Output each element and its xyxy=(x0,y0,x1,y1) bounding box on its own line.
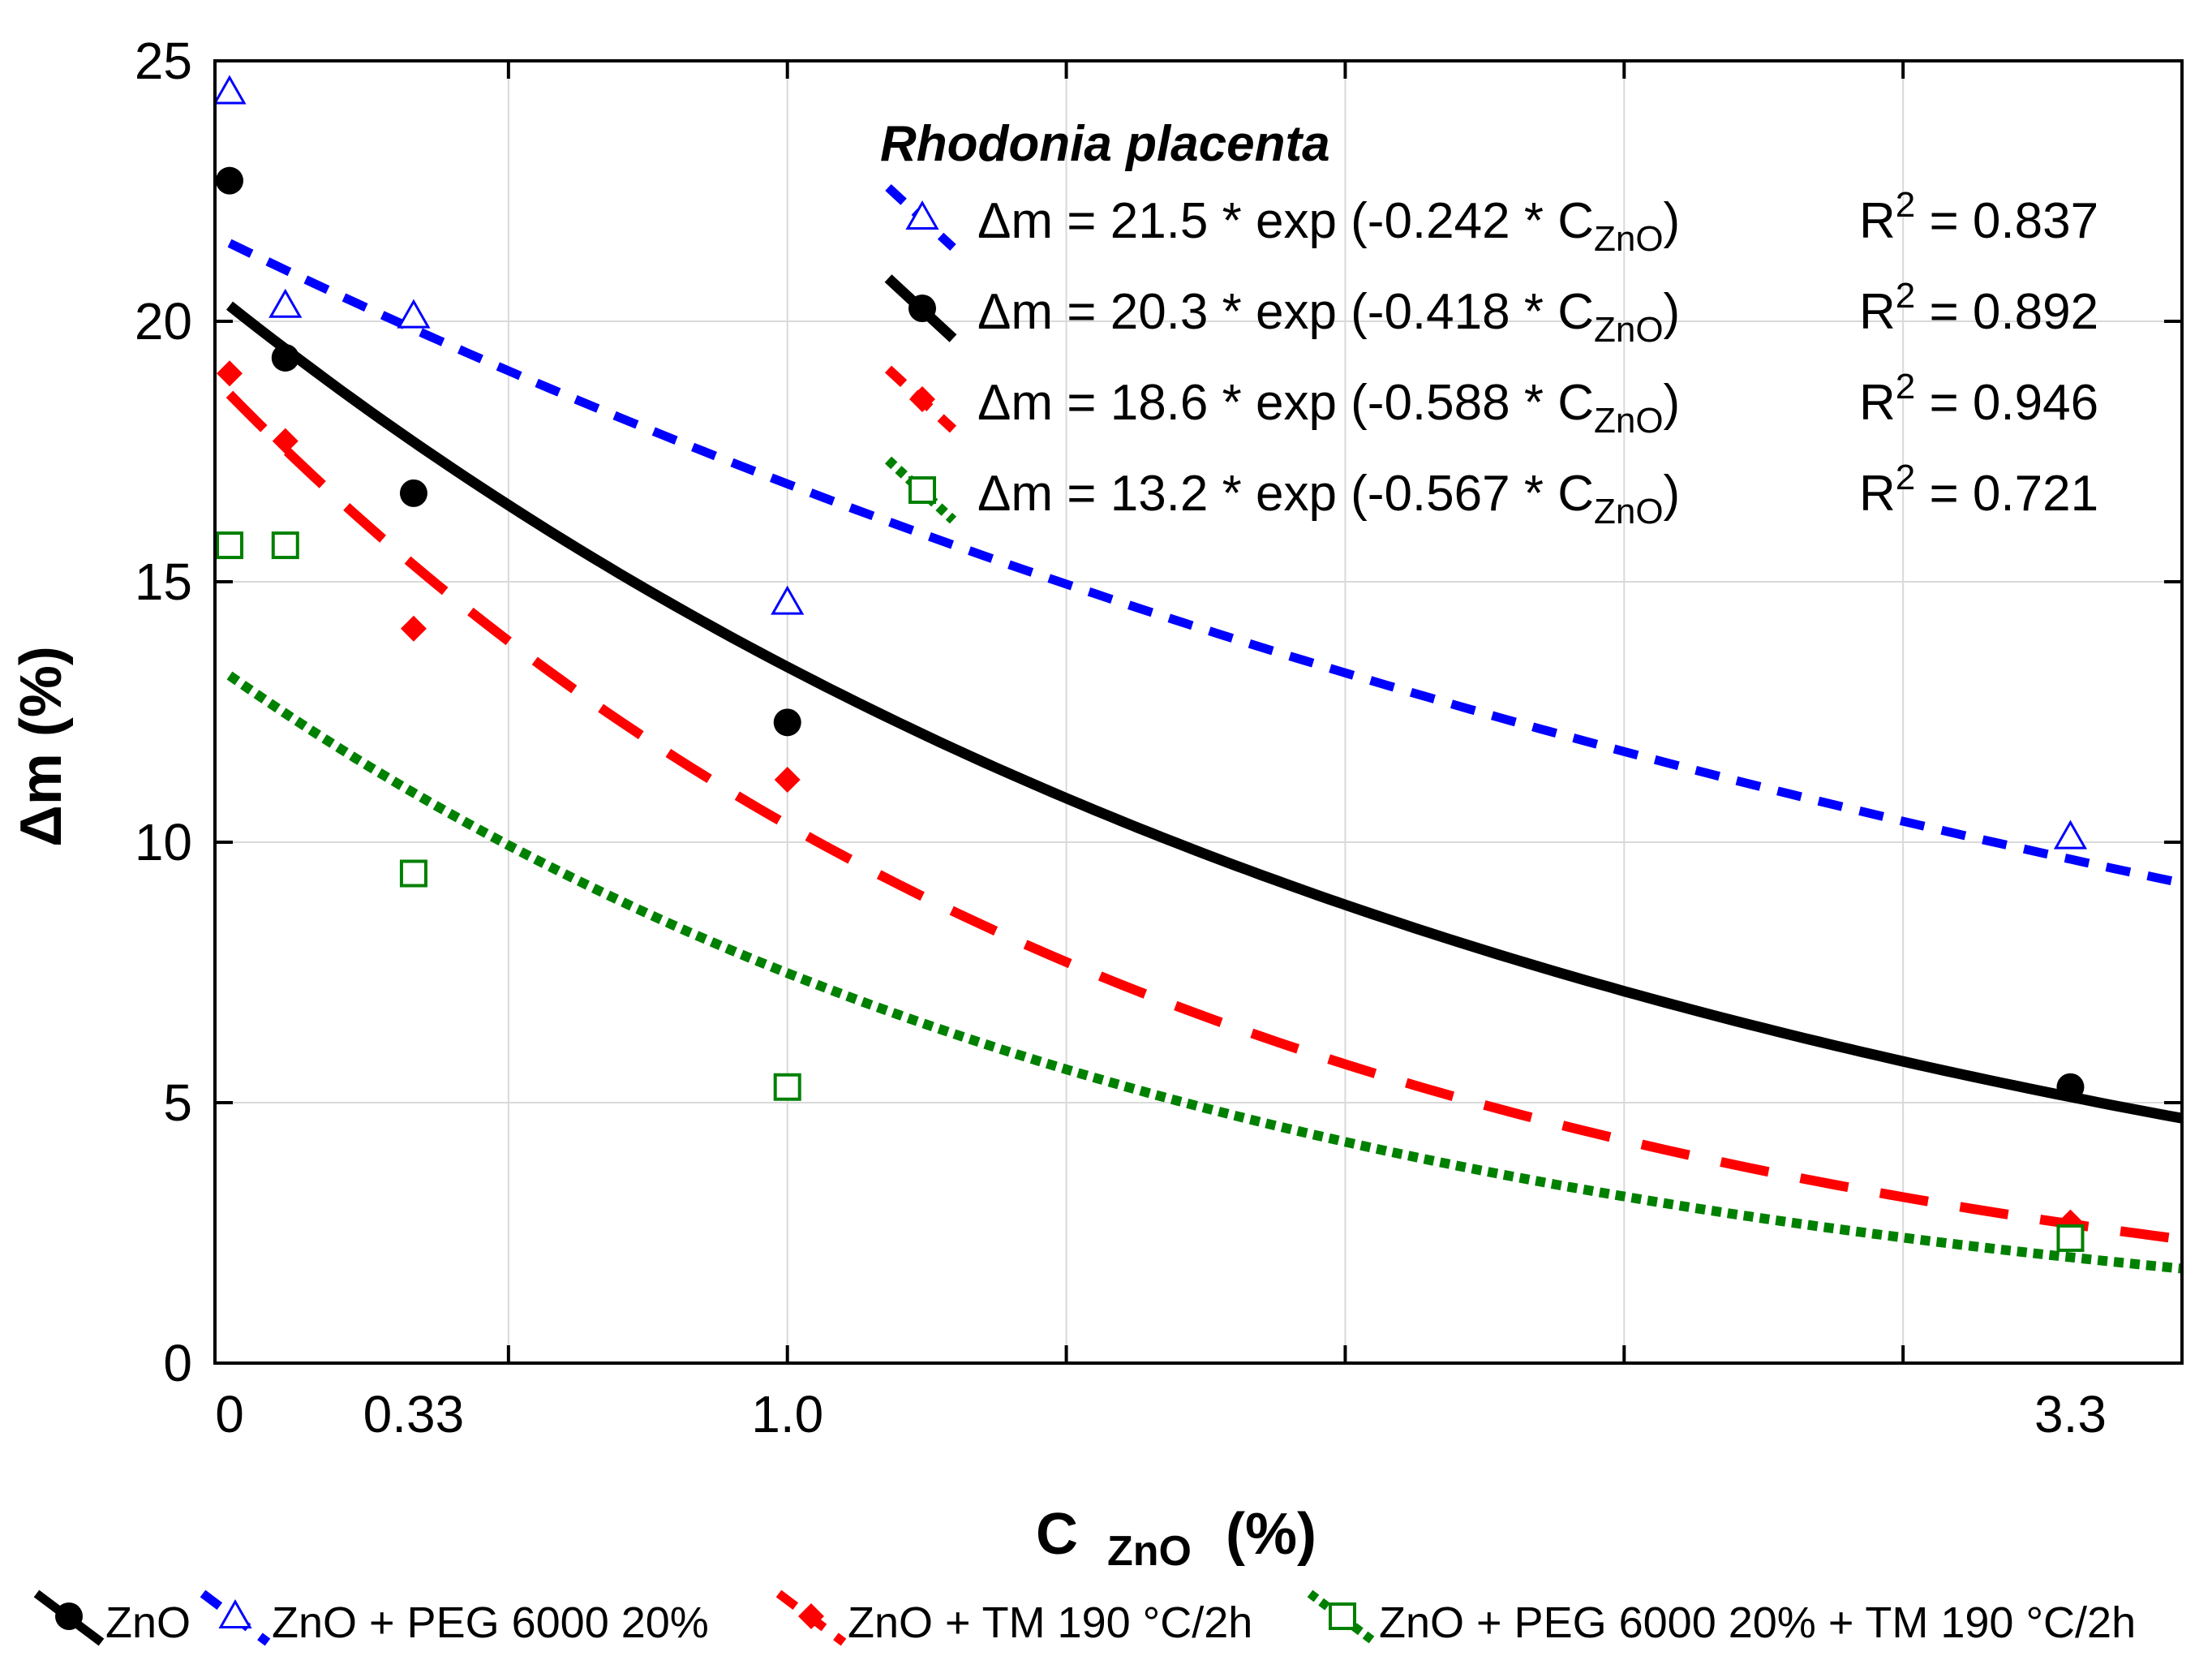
x-axis-title: C ZnO (%) xyxy=(1036,1502,1316,1578)
x-tick-label: 0 xyxy=(215,1385,244,1443)
x-axis-title-unit: (%) xyxy=(1226,1502,1316,1567)
equation-marker-3 xyxy=(909,386,935,412)
grid-layer xyxy=(215,61,2182,1363)
equation-2: Δm = 20.3 * exp (-0.418 * CZnO) xyxy=(977,284,1680,350)
data-point-s2 xyxy=(399,479,427,507)
equation-marker-2 xyxy=(908,295,936,322)
legend-label: ZnO + PEG 6000 20% + TM 190 °C/2h xyxy=(1379,1598,2136,1647)
legend-label: ZnO xyxy=(105,1598,191,1647)
r-squared-2: R2 = 0.892 xyxy=(1859,276,2098,340)
data-point-s3 xyxy=(774,766,801,793)
annotation-title: Rhodonia placenta xyxy=(880,116,1330,172)
fit-curve-4 xyxy=(226,671,2183,1274)
legend-label: ZnO + TM 190 °C/2h xyxy=(848,1598,1252,1647)
data-points-layer xyxy=(213,75,2088,1252)
data-point-s1 xyxy=(268,288,303,318)
fit-curves-layer xyxy=(225,239,2184,1274)
y-tick-label: 15 xyxy=(135,553,192,611)
fit-curve-2 xyxy=(225,301,2184,1124)
equation-box: Rhodonia placenta Δm = 21.5 * exp (-0.242… xyxy=(880,116,2098,531)
x-tick-label: 3.3 xyxy=(2034,1385,2107,1443)
data-point-s1 xyxy=(213,75,247,105)
y-tick-label: 10 xyxy=(135,813,192,871)
x-tick-label: 1.0 xyxy=(751,1385,823,1443)
data-point-s3 xyxy=(217,360,243,387)
plot-frame xyxy=(213,59,2184,1365)
equation-marker-4 xyxy=(908,476,936,504)
ticks-layer: 0 5 10 15 20 25 0 0.33 1.0 3.3 xyxy=(135,32,2182,1443)
legend-marker xyxy=(55,1602,83,1630)
data-point-s1 xyxy=(397,299,431,329)
data-point-s3 xyxy=(400,615,427,642)
data-point-s1 xyxy=(771,585,805,615)
r-squared-3: R2 = 0.946 xyxy=(1859,367,2098,431)
y-tick-label: 20 xyxy=(135,292,192,351)
data-point-s3 xyxy=(272,428,299,454)
data-point-s2 xyxy=(2056,1073,2085,1101)
fit-curve-1 xyxy=(227,239,2184,888)
data-point-s4 xyxy=(216,531,243,560)
y-axis-title: Δm (%) xyxy=(9,646,74,847)
legend-marker xyxy=(1329,1602,1356,1630)
data-point-s4 xyxy=(773,1073,801,1101)
fit-curve-3 xyxy=(225,390,2183,1245)
legend-label: ZnO + PEG 6000 20% xyxy=(272,1598,709,1647)
legend: ZnO ZnO + PEG 6000 20% ZnO + TM 190 °C/2h Z… xyxy=(33,1589,2136,1647)
legend-marker xyxy=(218,1598,252,1628)
data-point-s1 xyxy=(2053,819,2088,850)
y-tick-label: 5 xyxy=(163,1073,192,1132)
data-point-s4 xyxy=(399,859,427,888)
equation-3: Δm = 18.6 * exp (-0.588 * CZnO) xyxy=(977,375,1680,441)
y-tick-label: 25 xyxy=(135,32,192,90)
equation-1: Δm = 21.5 * exp (-0.242 * CZnO) xyxy=(977,193,1680,259)
data-point-s4 xyxy=(271,531,299,560)
x-axis-title-main: C xyxy=(1036,1502,1078,1567)
equation-marker-1 xyxy=(905,200,939,230)
data-point-s2 xyxy=(773,708,801,737)
equation-4: Δm = 13.2 * exp (-0.567 * CZnO) xyxy=(977,466,1680,531)
legend-marker xyxy=(798,1603,824,1629)
r-squared-1: R2 = 0.837 xyxy=(1859,185,2098,249)
x-axis-title-sub: ZnO xyxy=(1107,1528,1192,1575)
y-tick-label: 0 xyxy=(163,1334,192,1392)
r-squared-4: R2 = 0.721 xyxy=(1859,458,2098,522)
data-point-s2 xyxy=(271,343,299,372)
x-tick-label: 0.33 xyxy=(363,1385,465,1443)
data-point-s4 xyxy=(2056,1224,2085,1252)
data-point-s2 xyxy=(216,166,243,195)
